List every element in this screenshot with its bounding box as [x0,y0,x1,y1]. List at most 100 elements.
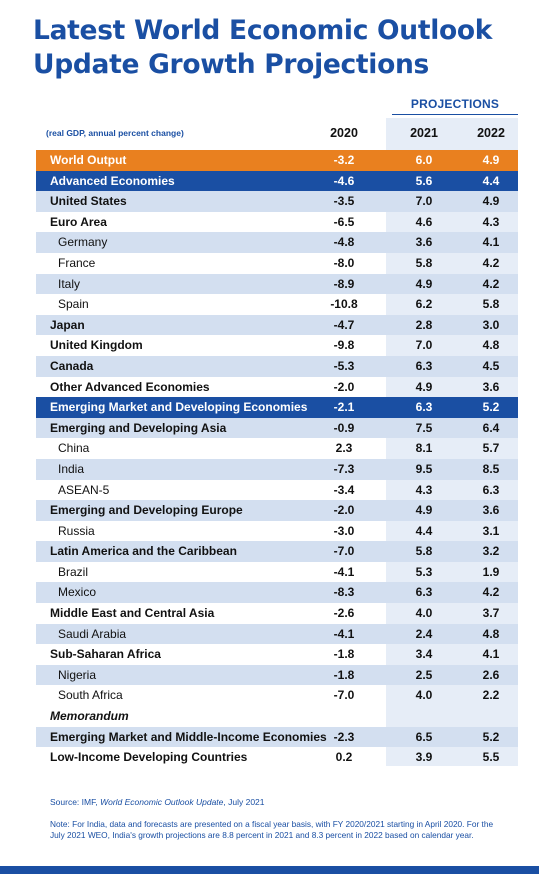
value-cell: -1.8 [333,647,355,662]
growth-table: World Output -3.2 6.0 4.9 Advanced Economies… [36,150,518,768]
projections-underline [392,114,518,115]
table-row: United Kingdom -9.8 7.0 4.8 [36,335,518,356]
value-cell: 4.1 [482,235,500,250]
table-row: Emerging Market and Middle-Income Econom… [36,726,518,748]
value-cell: -2.0 [333,379,355,394]
table-row: ASEAN-5 -3.4 4.3 6.3 [36,480,518,501]
value-cell: 4.4 [415,523,433,538]
table-row: Saudi Arabia -4.1 2.4 4.8 [36,623,518,645]
value-cell: 4.9 [482,153,500,167]
title-line-1: Latest World Economic Outlook [33,15,493,46]
table-row: Low-Income Developing Countries 0.2 3.9 5.5 [36,747,518,768]
row-label: India [58,461,85,476]
value-cell: -10.8 [330,297,358,312]
value-cell: 4.9 [415,503,433,518]
value-cell: -2.0 [333,503,355,518]
value-cell: 6.3 [415,358,433,373]
value-cell: -7.3 [333,461,355,476]
table-row: Mexico -8.3 6.3 4.2 [36,582,518,604]
value-cell: 4.3 [415,482,433,497]
value-cell: 3.9 [415,750,433,765]
value-cell: 5.8 [415,255,433,270]
row-label: Latin America and the Caribbean [50,544,237,559]
table-row: Euro Area -6.5 4.6 4.3 [36,212,518,233]
row-label: Middle East and Central Asia [50,606,215,621]
row-label: Spain [58,297,89,312]
table-row: Canada -5.3 6.3 4.5 [36,355,518,377]
value-cell: -7.0 [333,544,355,559]
projections-label: PROJECTIONS [410,97,500,111]
value-cell: -5.3 [333,358,355,373]
value-cell: 5.3 [415,564,433,579]
row-label: Euro Area [50,214,107,229]
value-cell: 7.5 [415,420,433,435]
value-cell: 7.0 [415,194,433,209]
value-cell: 4.5 [482,358,500,373]
row-label: Emerging and Developing Asia [50,420,227,435]
row-label: Emerging Market and Developing Economies [50,400,308,415]
table-row: Brazil -4.1 5.3 1.9 [36,562,518,583]
row-label: Japan [50,317,85,332]
value-cell: 4.2 [482,276,500,291]
value-cell: 1.9 [482,564,500,579]
table-row: Emerging and Developing Asia -0.9 7.5 6.4 [36,417,518,439]
table-row: Other Advanced Economies -2.0 4.9 3.6 [36,377,518,398]
value-cell: 4.9 [415,276,433,291]
value-cell: 8.5 [482,461,500,476]
row-label: ASEAN-5 [58,482,110,497]
row-label: Canada [50,358,94,373]
row-label: Brazil [58,564,89,579]
value-cell: -2.1 [333,400,355,415]
value-cell: 2.3 [335,441,353,456]
value-cell: -4.8 [333,235,355,250]
value-cell: -3.5 [333,194,355,209]
value-cell: 4.6 [415,214,433,229]
row-label: Italy [58,276,81,291]
row-label: Low-Income Developing Countries [50,750,248,765]
table-row: Memorandum [36,706,518,727]
row-label: Emerging Market and Middle-Income Econom… [50,729,327,744]
value-cell: 4.8 [482,626,500,641]
value-cell: 6.5 [415,729,433,744]
value-cell: -8.9 [333,276,355,291]
value-cell: 6.3 [415,400,433,415]
source-title: World Economic Outlook Update [100,797,224,807]
value-cell: -4.7 [333,317,355,332]
value-cell: 7.0 [415,338,433,353]
value-cell: 2.6 [482,667,500,682]
value-cell: 5.8 [482,297,500,312]
table-row: Russia -3.0 4.4 3.1 [36,521,518,542]
table-row: Middle East and Central Asia -2.6 4.0 3.7 [36,603,518,624]
value-cell: 0.2 [335,750,353,765]
value-cell: 6.0 [415,153,433,167]
value-cell: -3.0 [333,523,355,538]
value-cell: 2.5 [415,667,433,682]
value-cell: 6.3 [482,482,500,497]
value-cell: 6.4 [482,420,500,435]
value-cell: -4.1 [333,626,355,641]
table-row: Japan -4.7 2.8 3.0 [36,314,518,336]
value-cell: 4.1 [482,647,500,662]
footnote: Note: For India, data and forecasts are … [50,819,494,840]
value-cell: 6.3 [415,585,433,600]
value-cell: 4.3 [482,214,500,229]
row-label: Mexico [58,585,97,600]
value-cell: -4.6 [333,173,355,188]
value-cell: 6.2 [415,297,433,312]
value-cell: 2.4 [415,626,433,641]
value-cell: -1.8 [333,667,355,682]
page-title: Latest World Economic Outlook Update Gro… [33,14,533,82]
row-label: China [58,441,90,456]
value-cell: 3.6 [482,379,500,394]
value-cell: -3.2 [333,153,355,167]
year-header-2021: 2021 [410,126,438,140]
row-label: Germany [58,235,108,250]
value-cell: 4.4 [482,173,500,188]
value-cell: 3.7 [482,606,500,621]
unit-note: (real GDP, annual percent change) [46,128,184,138]
value-cell: -3.4 [333,482,355,497]
value-cell: 4.2 [482,255,500,270]
value-cell: 5.2 [482,400,500,415]
value-cell: 4.8 [482,338,500,353]
title-line-2: Update Growth Projections [33,49,430,80]
